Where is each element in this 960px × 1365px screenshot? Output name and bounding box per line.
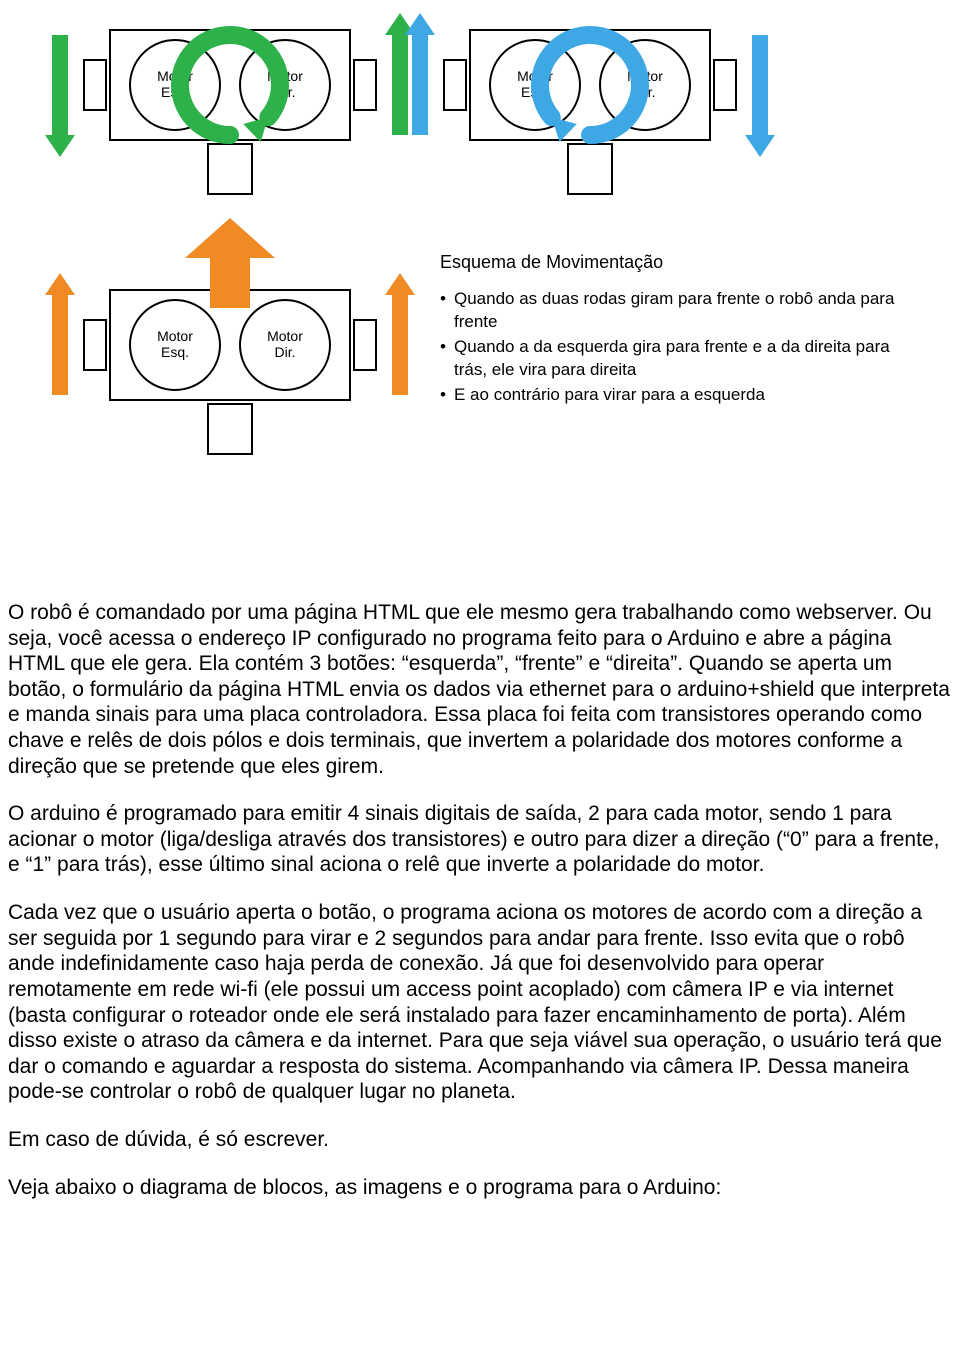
svg-text:Esq.: Esq. bbox=[161, 344, 189, 360]
legend-item: Quando a da esquerda gira para frente e … bbox=[440, 336, 900, 382]
legend-item: Quando as duas rodas giram para frente o… bbox=[440, 288, 900, 334]
legend-title: Esquema de Movimentação bbox=[440, 250, 900, 274]
legend-item: E ao contrário para virar para a esquerd… bbox=[440, 384, 900, 407]
article-body: O robô é comandado por uma página HTML q… bbox=[0, 600, 960, 1252]
svg-text:Dir.: Dir. bbox=[275, 344, 296, 360]
legend-list: Quando as duas rodas giram para frente o… bbox=[440, 288, 900, 407]
svg-text:Motor: Motor bbox=[267, 328, 303, 344]
paragraph: Veja abaixo o diagrama de blocos, as ima… bbox=[8, 1175, 952, 1201]
paragraph: O arduino é programado para emitir 4 sin… bbox=[8, 801, 952, 878]
movement-diagrams: MotorEsq.MotorDir.MotorEsq.MotorDir.Moto… bbox=[0, 0, 960, 600]
page-root: MotorEsq.MotorDir.MotorEsq.MotorDir.Moto… bbox=[0, 0, 960, 1252]
movement-legend: Esquema de Movimentação Quando as duas r… bbox=[440, 250, 900, 409]
paragraph: O robô é comandado por uma página HTML q… bbox=[8, 600, 952, 779]
svg-text:Motor: Motor bbox=[157, 328, 193, 344]
paragraph: Em caso de dúvida, é só escrever. bbox=[8, 1127, 952, 1153]
paragraph: Cada vez que o usuário aperta o botão, o… bbox=[8, 900, 952, 1105]
